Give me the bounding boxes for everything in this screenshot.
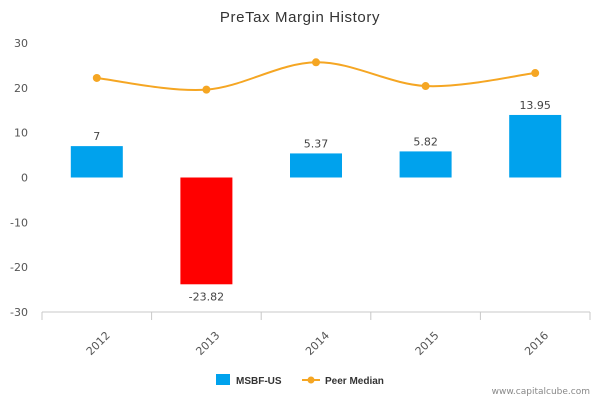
bar-2016: [509, 114, 562, 178]
credit-text: www.capitalcube.com: [492, 387, 590, 397]
y-tick-label: 30: [14, 37, 28, 50]
x-tick-label: 2016: [522, 329, 551, 358]
bar-2015: [399, 151, 452, 178]
y-tick-label: -10: [10, 216, 28, 229]
peer-median-point-2016: [531, 69, 540, 78]
legend-swatch-peer-marker: [307, 376, 315, 384]
peer-median-series: [92, 58, 540, 94]
x-tick-label: 2012: [84, 329, 113, 358]
legend-label-peer: Peer Median: [325, 376, 384, 387]
bar-2012: [70, 146, 123, 178]
legend-label-msbf: MSBF-US: [236, 376, 282, 387]
peer-median-line: [96, 61, 536, 91]
peer-median-point-2015: [421, 82, 430, 91]
bar-data-label: -23.82: [189, 290, 224, 303]
legend-swatch-msbf: [216, 374, 230, 385]
peer-median-point-2013: [202, 85, 211, 94]
peer-median-point-2012: [92, 73, 101, 82]
y-tick-label: 20: [14, 82, 28, 95]
bar-2014: [290, 153, 342, 178]
peer-median-point-2014: [312, 58, 320, 67]
bar-series: [70, 114, 562, 285]
x-axis: 2012 2013 2014 2015 2016: [41, 311, 591, 358]
y-tick-label: -30: [10, 306, 28, 319]
y-tick-label: 10: [14, 127, 28, 140]
bar-data-labels: 7 -23.82 5.37 5.82 13.95: [93, 99, 551, 303]
bar-data-label: 13.95: [519, 99, 551, 112]
bar-2013: [180, 177, 233, 285]
chart-title: PreTax Margin History: [220, 9, 380, 26]
bar-data-label: 5.82: [413, 135, 438, 148]
x-tick-label: 2013: [193, 329, 222, 358]
y-axis: 30 20 10 0 -10 -20 -30: [10, 37, 28, 319]
bar-data-label: 5.37: [304, 137, 329, 150]
y-tick-label: -20: [10, 261, 28, 274]
legend: MSBF-US Peer Median: [216, 374, 384, 387]
y-tick-label: 0: [21, 172, 28, 185]
x-tick-label: 2015: [413, 329, 442, 358]
bar-data-label: 7: [93, 130, 100, 143]
x-tick-label: 2014: [303, 329, 332, 358]
